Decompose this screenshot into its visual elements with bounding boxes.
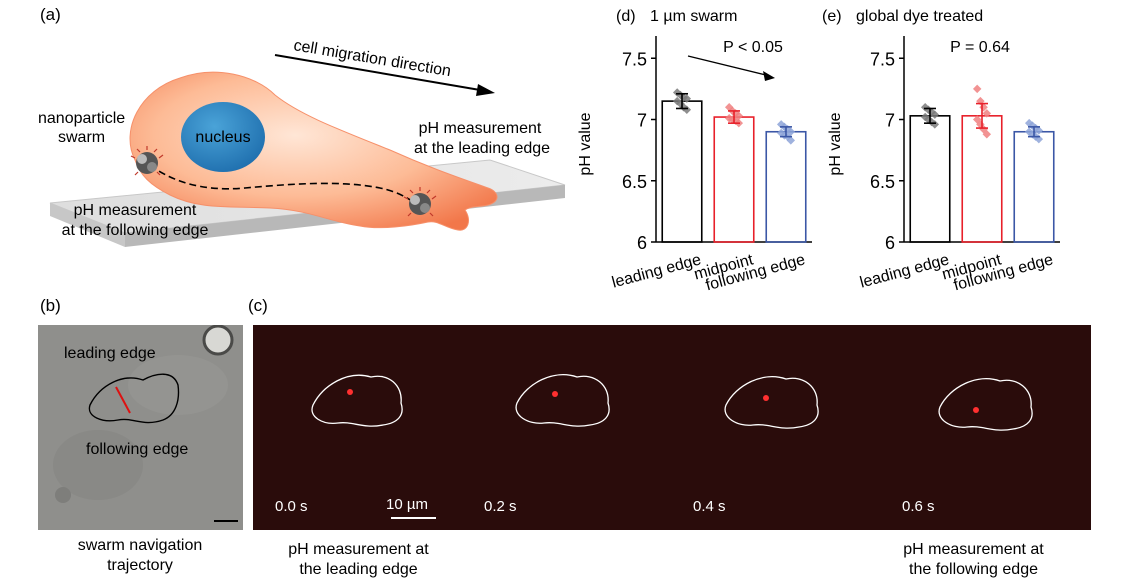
direction-label: cell migration direction: [292, 37, 452, 80]
x-tick-label: following edge: [952, 251, 1055, 294]
cell-outline: [724, 376, 819, 429]
direction-arrowhead: [476, 84, 495, 96]
substrate-side: [50, 203, 125, 247]
swarm-trajectory: [149, 164, 421, 207]
y-tick-label: 6.5: [870, 172, 895, 192]
y-tick-label: 7: [637, 111, 647, 131]
data-point: [930, 110, 940, 119]
y-axis-label: pH value: [827, 112, 844, 175]
x-tick-label: following edge: [704, 251, 807, 294]
data-point: [982, 109, 992, 118]
x-tick-label: leading edge: [610, 251, 703, 291]
panel-b-caption-2: trajectory: [107, 557, 173, 574]
y-tick-label: 6.5: [622, 172, 647, 192]
cell-outline: [515, 374, 610, 427]
y-axis-label: pH value: [577, 112, 594, 175]
leading-label-2: at the leading edge: [413, 140, 551, 157]
leading-edge-label-b: leading edge: [64, 345, 156, 362]
following-edge-label-b: following edge: [86, 441, 189, 458]
bar: [661, 100, 703, 243]
fluorescence-frame-1: 0.0 s 10 µm: [253, 325, 464, 530]
y-tick-label: 6: [885, 233, 895, 253]
chart-panel-letter: (d): [616, 8, 636, 25]
panel-c-caption-right-1: pH measurement at: [903, 541, 1044, 558]
data-point: [682, 94, 692, 103]
y-tick-label: 6: [637, 233, 647, 253]
time-label: 0.6 s: [902, 498, 935, 515]
y-tick-label: 7.5: [622, 49, 647, 69]
bar: [765, 130, 807, 243]
following-label-1: pH measurement: [73, 202, 197, 219]
trajectory-b: [115, 386, 131, 414]
panel-a-illustration: nucleus cell migration direction: [49, 37, 566, 247]
cell-outline: [311, 374, 403, 427]
time-label: 0.4 s: [693, 498, 726, 515]
swarm-spot: [552, 391, 558, 397]
swarm-right-icon: [403, 187, 437, 217]
fluorescence-frame-3: 0.4 s: [671, 325, 882, 530]
swarm-label-1: nanoparticle: [38, 110, 126, 127]
panel-c-letter: (c): [248, 296, 268, 315]
bar: [713, 116, 755, 243]
bar: [1013, 130, 1055, 243]
data-point: [1034, 126, 1044, 135]
brightfield-image: leading edge following edge: [38, 325, 243, 530]
chart-title: global dye treated: [856, 8, 983, 25]
cell-outline-b: [88, 373, 180, 424]
swarm-label-2: swarm: [58, 129, 106, 146]
panel-b-letter: (b): [40, 296, 61, 315]
chart-title: 1 µm swarm: [650, 8, 737, 25]
data-point: [930, 120, 940, 129]
trend-arrowhead: [763, 71, 775, 81]
bar: [909, 115, 951, 243]
swarm-spot: [973, 407, 979, 413]
swarm-left-icon: [130, 146, 164, 176]
fluorescence-frame-4: 0.6 s: [880, 325, 1091, 530]
data-point: [972, 84, 982, 94]
following-label-2: at the following edge: [61, 222, 209, 239]
chart-e: (e) global dye treated 6 6.5 7 7.5 pH value lea…: [822, 8, 1060, 294]
scale-bar: [391, 517, 436, 519]
panel-c-caption-right-2: the following edge: [909, 561, 1038, 578]
panel-c-caption-left-1: pH measurement at: [288, 541, 429, 558]
direction-arrow: [274, 54, 481, 91]
cell-outline: [938, 378, 1033, 431]
nucleus: [181, 102, 265, 172]
scale-bar-label: 10 µm: [386, 496, 428, 513]
significance-label: P = 0.64: [950, 39, 1010, 56]
panel-c-caption-left-2: the leading edge: [299, 561, 418, 578]
data-point: [682, 105, 692, 114]
swarm-spot: [347, 389, 353, 395]
fluorescence-frame-2: 0.2 s: [462, 325, 673, 530]
panel-a-letter: (a): [40, 5, 61, 24]
time-label: 0.2 s: [484, 498, 517, 515]
panel-b-caption-1: swarm navigation: [77, 537, 203, 554]
bar: [961, 115, 1003, 243]
chart-panel-letter: (e): [822, 8, 842, 25]
nucleus-label: nucleus: [195, 129, 250, 146]
time-label: 0.0 s: [275, 498, 308, 515]
chart-d: (d) 1 µm swarm 6 6.5 7 7.5 pH value leading edg…: [577, 8, 812, 294]
y-tick-label: 7: [885, 111, 895, 131]
data-point: [786, 136, 796, 145]
x-tick-label: leading edge: [858, 251, 951, 291]
trend-arrow: [687, 55, 771, 77]
data-point: [982, 129, 992, 139]
swarm-spot: [763, 395, 769, 401]
y-tick-label: 7.5: [870, 49, 895, 69]
leading-label-1: pH measurement: [418, 120, 542, 137]
significance-label: P < 0.05: [723, 39, 783, 56]
